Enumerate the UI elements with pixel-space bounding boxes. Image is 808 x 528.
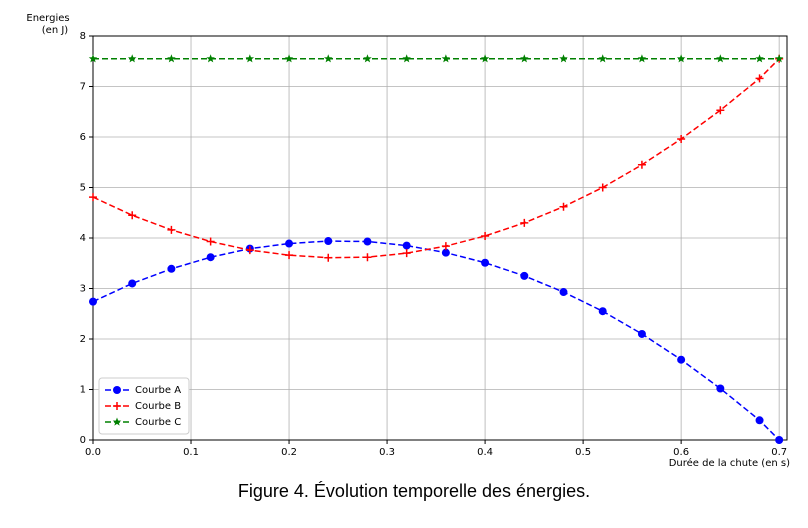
marker — [716, 106, 725, 115]
marker — [716, 384, 725, 393]
marker — [245, 246, 254, 255]
marker — [774, 54, 784, 63]
legend-label: Courbe B — [135, 401, 181, 412]
x-tick-label: 0.7 — [771, 447, 787, 458]
marker — [324, 253, 333, 262]
marker — [637, 160, 646, 169]
marker — [285, 251, 294, 260]
marker — [206, 54, 215, 63]
marker — [89, 193, 97, 202]
marker — [637, 54, 647, 63]
marker — [245, 54, 255, 63]
y-tick-label: 2 — [80, 334, 86, 345]
marker — [167, 264, 176, 273]
marker — [520, 54, 529, 63]
marker — [363, 54, 372, 63]
x-tick-label: 0.1 — [183, 447, 199, 458]
marker — [128, 279, 137, 288]
y-tick-label: 6 — [80, 132, 86, 143]
series-line — [92, 58, 780, 259]
legend-marker — [113, 402, 121, 410]
x-tick-label: 0.5 — [575, 447, 591, 458]
marker — [598, 54, 607, 63]
marker — [676, 54, 686, 63]
marker — [775, 436, 784, 444]
marker — [324, 237, 333, 246]
legend-marker — [112, 417, 122, 426]
marker — [598, 183, 607, 192]
marker — [363, 253, 372, 262]
marker — [755, 54, 764, 63]
marker — [284, 54, 294, 63]
marker — [206, 253, 215, 262]
marker — [559, 288, 568, 297]
marker — [89, 297, 97, 306]
marker — [481, 258, 490, 267]
marker — [441, 248, 450, 257]
marker — [441, 242, 450, 251]
x-axis-label: Durée de la chute (en s) — [669, 457, 790, 469]
marker — [755, 416, 764, 425]
marker — [127, 54, 137, 63]
y-tick-label: 3 — [80, 284, 86, 295]
marker — [716, 54, 725, 63]
y-axis-label: (en J) — [42, 25, 69, 36]
y-tick-label: 7 — [80, 82, 86, 93]
x-tick-label: 0.3 — [379, 447, 395, 458]
y-tick-label: 4 — [80, 233, 86, 244]
marker — [402, 249, 411, 258]
legend-marker — [113, 386, 121, 394]
marker — [285, 239, 294, 248]
marker — [520, 218, 529, 227]
series-line — [92, 240, 780, 441]
marker — [441, 54, 451, 63]
legend-box — [98, 377, 190, 435]
marker — [167, 54, 176, 63]
x-tick-label: 0.6 — [673, 447, 689, 458]
marker — [677, 135, 686, 144]
marker — [167, 225, 176, 234]
marker — [559, 54, 568, 63]
marker — [677, 355, 686, 364]
y-tick-label: 5 — [80, 183, 86, 194]
plot-frame — [92, 35, 788, 441]
legend-label: Courbe A — [135, 385, 181, 396]
marker — [88, 54, 98, 63]
marker — [598, 307, 607, 316]
caption: Figure 4. Évolution temporelle des énerg… — [238, 481, 590, 501]
marker — [480, 54, 490, 63]
y-tick-label: 0 — [80, 435, 86, 446]
y-axis-label: Energies — [26, 13, 69, 24]
marker — [128, 211, 137, 220]
marker — [402, 241, 411, 250]
y-tick-label: 8 — [80, 31, 86, 42]
x-tick-label: 0.2 — [281, 447, 297, 458]
marker — [363, 237, 372, 246]
marker — [402, 54, 411, 63]
x-tick-label: 0.0 — [85, 447, 101, 458]
marker — [755, 74, 764, 83]
y-tick-label: 1 — [80, 385, 86, 396]
marker — [206, 237, 215, 246]
x-tick-label: 0.4 — [477, 447, 493, 458]
marker — [637, 329, 646, 338]
legend-label: Courbe C — [135, 417, 181, 428]
marker — [520, 271, 529, 280]
marker — [559, 202, 568, 211]
marker — [481, 231, 490, 240]
marker — [323, 54, 333, 63]
